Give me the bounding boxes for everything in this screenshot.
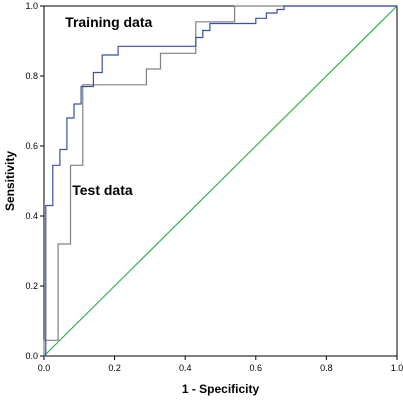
x-tick-label: 0.6: [250, 363, 263, 373]
x-tick-label: 1.0: [391, 363, 403, 373]
x-axis-ticks: 0.0 0.2 0.4 0.6 0.8 1.0: [38, 356, 403, 373]
training-roc-line: [44, 5, 397, 357]
y-tick-label: 1.0: [25, 1, 38, 11]
x-tick-label: 0.0: [38, 363, 51, 373]
series-layer: [43, 5, 398, 357]
y-axis-title: Sensitivity: [3, 151, 17, 211]
reference-diagonal-line: [43, 5, 398, 357]
x-tick-label: 0.2: [108, 363, 121, 373]
x-tick-label: 0.8: [320, 363, 333, 373]
training-data-label: Training data: [65, 14, 152, 30]
x-axis-title: 1 - Specificity: [182, 382, 260, 396]
test-roc-line: [43, 5, 397, 356]
test-data-label: Test data: [72, 182, 133, 198]
y-axis-ticks: 0.0 0.2 0.4 0.6 0.8 1.0: [25, 1, 44, 361]
plot-frame: [43, 5, 398, 357]
y-tick-label: 0.6: [25, 141, 38, 151]
y-tick-label: 0.4: [25, 211, 38, 221]
y-tick-label: 0.0: [25, 351, 38, 361]
y-tick-label: 0.8: [25, 71, 38, 81]
x-tick-label: 0.4: [179, 363, 192, 373]
annotation-layer: Training data Test data: [65, 14, 152, 198]
y-tick-label: 0.2: [25, 281, 38, 291]
